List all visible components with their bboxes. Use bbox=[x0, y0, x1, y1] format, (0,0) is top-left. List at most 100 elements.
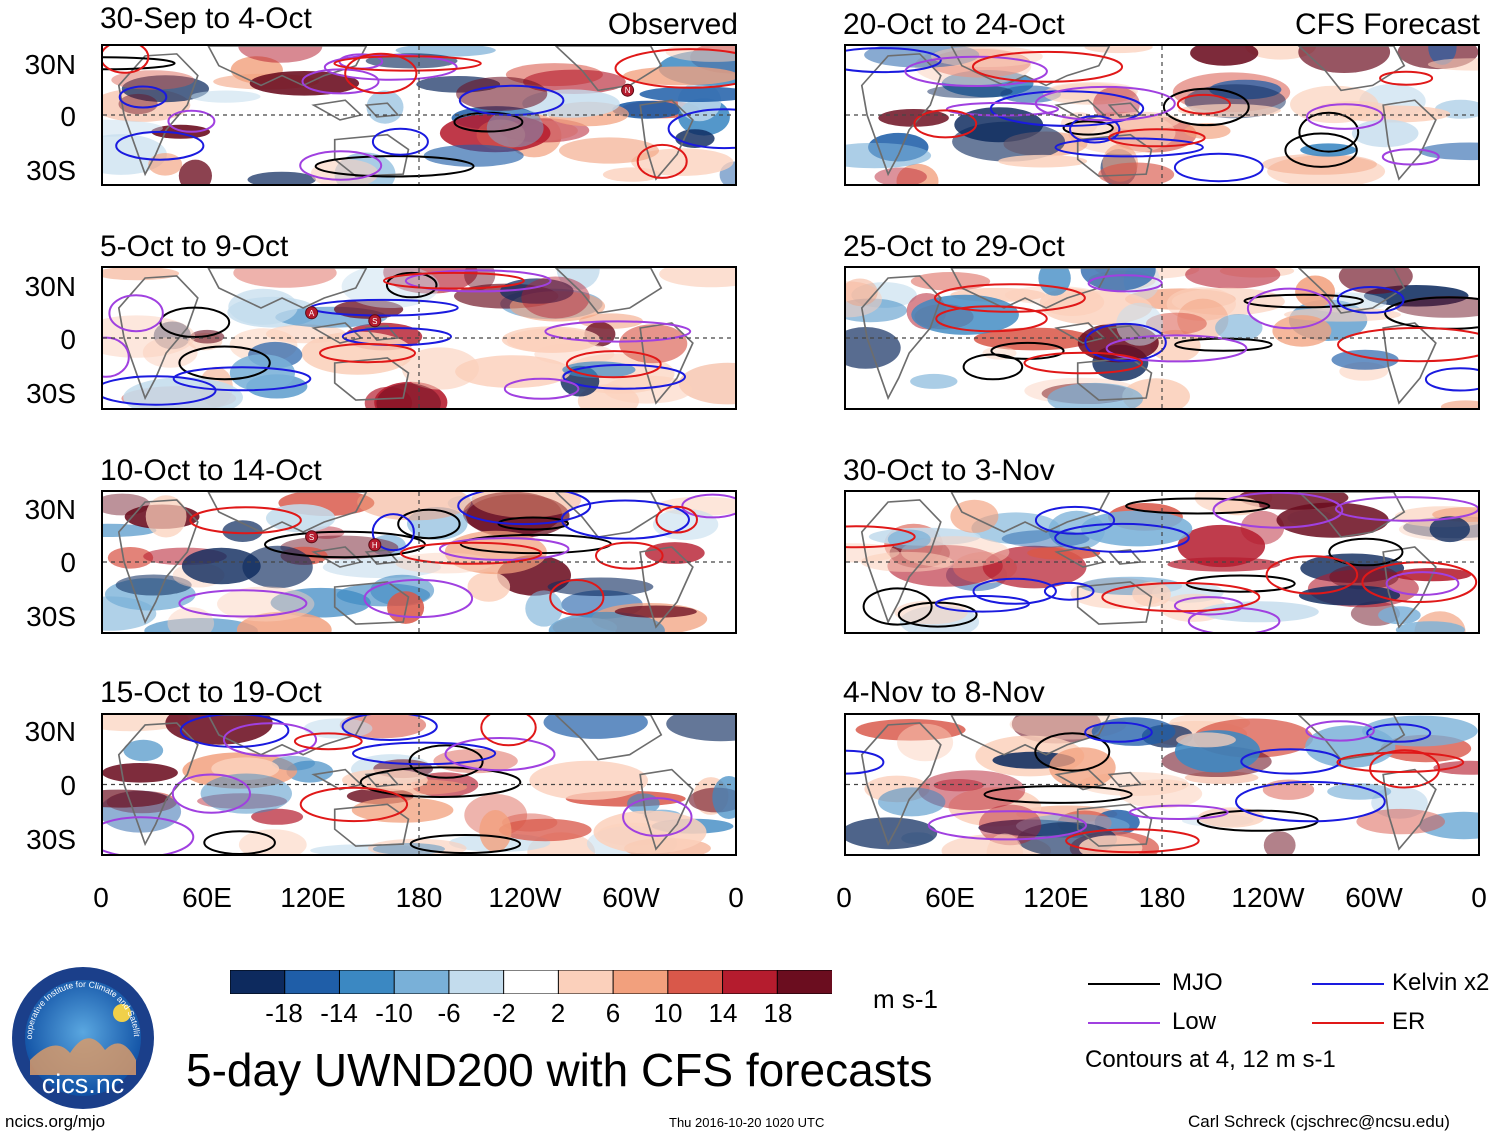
colorbar-swatch bbox=[393, 969, 450, 995]
colorbar-swatch bbox=[338, 969, 396, 995]
contour-er bbox=[480, 715, 537, 747]
anomaly-blob bbox=[107, 547, 154, 569]
storm-marker bbox=[368, 538, 382, 552]
anomaly-blob bbox=[525, 590, 563, 627]
lon-tick: 180 bbox=[1138, 882, 1186, 913]
legend-label-er: ER bbox=[1392, 1008, 1426, 1035]
coastline bbox=[950, 46, 1111, 87]
anomaly-blob bbox=[1176, 732, 1236, 748]
contour-er bbox=[655, 505, 699, 534]
contour-kelvin-x2 bbox=[989, 90, 1145, 127]
colorbar-swatch bbox=[612, 969, 669, 995]
lon-tick: 60E bbox=[925, 882, 975, 913]
anomaly-blob bbox=[952, 121, 1066, 162]
contour-er bbox=[383, 271, 525, 290]
map-panel-8 bbox=[844, 713, 1480, 856]
contour-low bbox=[1306, 103, 1384, 130]
anomaly-blob bbox=[456, 76, 548, 111]
colorbar-swatch bbox=[229, 969, 286, 995]
contour-kelvin-x2 bbox=[103, 375, 217, 406]
panel-title-5: 20-Oct to 24-Oct bbox=[843, 8, 1065, 41]
contour-low bbox=[904, 55, 1048, 87]
anomaly-blob bbox=[1418, 142, 1478, 161]
contour-mjo bbox=[983, 785, 1133, 804]
contour-kelvin-x2 bbox=[846, 47, 942, 74]
anomaly-blob bbox=[242, 545, 313, 589]
coastline bbox=[860, 53, 942, 177]
contour-low bbox=[1212, 492, 1344, 529]
anomaly-blob bbox=[521, 276, 590, 319]
anomaly-blob bbox=[1171, 287, 1285, 316]
lat-tick-30s: 30S bbox=[26, 155, 76, 186]
coastline bbox=[1076, 133, 1153, 177]
contour-low bbox=[299, 150, 383, 181]
contour-low bbox=[363, 578, 474, 619]
anomaly-blob bbox=[666, 715, 735, 742]
contour-kelvin-x2 bbox=[1054, 137, 1204, 158]
anomaly-blob bbox=[712, 776, 735, 819]
anomaly-blob bbox=[476, 119, 526, 151]
anomaly-blob bbox=[603, 375, 693, 404]
storm-marker-label: N bbox=[625, 86, 631, 95]
coastline bbox=[554, 715, 663, 761]
colorbar-swatch bbox=[776, 969, 834, 995]
footer-timestamp: Thu 2016-10-20 1020 UTC bbox=[669, 1115, 825, 1130]
storm-marker bbox=[368, 314, 382, 328]
anomaly-blob bbox=[678, 362, 735, 405]
contour-mjo bbox=[408, 744, 484, 779]
anomaly-blob bbox=[499, 818, 592, 842]
chart-title: 5-day UWND200 with CFS forecasts bbox=[186, 1044, 933, 1096]
footer-website[interactable]: ncics.org/mjo bbox=[5, 1112, 106, 1131]
colorbar-tick: 10 bbox=[653, 998, 683, 1028]
anomaly-blob bbox=[1245, 46, 1317, 60]
contour-er bbox=[344, 52, 418, 95]
contour-er bbox=[935, 305, 1048, 333]
colorbar-tick: 6 bbox=[605, 998, 621, 1028]
contour-er bbox=[1336, 751, 1465, 773]
lat-tick-30s: 30S bbox=[26, 378, 76, 409]
map-field bbox=[846, 46, 1478, 184]
anomaly-blob bbox=[118, 93, 158, 115]
contour-low bbox=[108, 294, 164, 333]
coastline bbox=[1076, 581, 1153, 625]
coastline bbox=[860, 275, 942, 401]
anomaly-blob bbox=[1395, 296, 1478, 318]
contour-low bbox=[927, 810, 1088, 841]
coastline bbox=[333, 803, 410, 847]
anomaly-blob bbox=[1300, 143, 1357, 157]
contour-er bbox=[189, 506, 302, 535]
contour-low bbox=[1246, 287, 1333, 330]
anomaly-blob bbox=[222, 520, 263, 542]
anomaly-blob bbox=[1262, 153, 1377, 175]
anomaly-blob bbox=[659, 268, 735, 288]
contour-kelvin-x2 bbox=[371, 513, 415, 552]
anomaly-blob bbox=[1091, 717, 1176, 746]
colorbar-swatch bbox=[448, 969, 505, 995]
colorbar-swatch bbox=[503, 969, 560, 995]
contour-kelvin-x2 bbox=[341, 715, 438, 741]
colorbar-tick: -18 bbox=[265, 998, 303, 1028]
anomaly-blob bbox=[846, 327, 901, 369]
contour-mjo bbox=[1125, 497, 1271, 515]
contour-mjo bbox=[1243, 293, 1364, 309]
legend-line-mjo bbox=[1088, 983, 1160, 985]
contour-kelvin-x2 bbox=[846, 749, 885, 775]
contour-mjo bbox=[1062, 120, 1114, 136]
contour-mjo bbox=[1162, 87, 1250, 127]
contour-low bbox=[1128, 804, 1229, 821]
coastline bbox=[554, 492, 663, 538]
contour-low bbox=[1381, 148, 1440, 166]
anomaly-blob bbox=[978, 804, 1042, 846]
contour-er bbox=[933, 283, 1086, 313]
anomaly-blob bbox=[1327, 783, 1392, 800]
anomaly-blob bbox=[247, 171, 316, 184]
legend-label-low: Low bbox=[1172, 1008, 1217, 1035]
anomaly-blob bbox=[1429, 516, 1470, 543]
coastline bbox=[333, 581, 410, 625]
contour-kelvin-x2 bbox=[972, 577, 1057, 605]
contour-er bbox=[1369, 749, 1441, 789]
contour-mjo bbox=[397, 508, 461, 540]
anomaly-blob bbox=[1356, 808, 1445, 835]
anomaly-blob bbox=[181, 547, 261, 585]
